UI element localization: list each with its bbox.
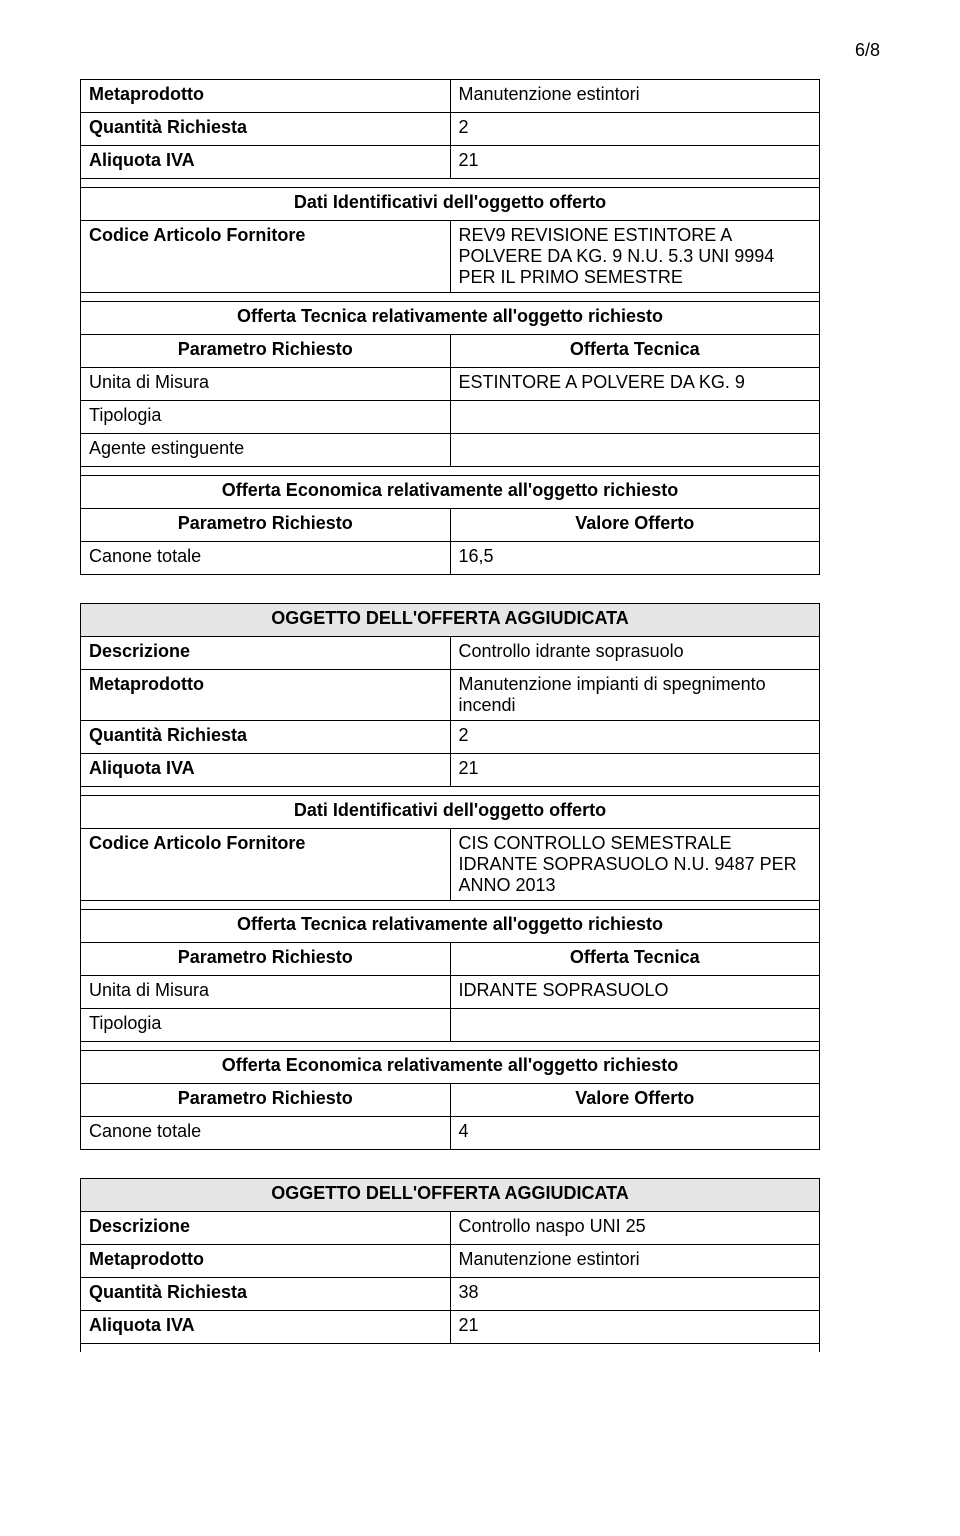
table-row: Tipologia <box>81 401 820 434</box>
divider-row <box>81 179 820 188</box>
table-row: Metaprodotto Manutenzione impianti di sp… <box>81 670 820 721</box>
cell-iva-value: 21 <box>450 754 820 787</box>
table-row: Offerta Tecnica relativamente all'oggett… <box>81 910 820 943</box>
cell-meta-value: Manutenzione estintori <box>450 1245 820 1278</box>
cell-param2-label: Parametro Richiesto <box>81 509 451 542</box>
divider-row <box>81 1042 820 1051</box>
cell-param-label: Parametro Richiesto <box>81 943 451 976</box>
cell-meta-label: Metaprodotto <box>81 670 451 721</box>
cell-unita-value: ESTINTORE A POLVERE DA KG. 9 <box>450 368 820 401</box>
table-row: Canone totale 16,5 <box>81 542 820 575</box>
table-row: Aliquota IVA 21 <box>81 754 820 787</box>
cell-canone-label: Canone totale <box>81 542 451 575</box>
cell-agente-label: Agente estinguente <box>81 434 451 467</box>
page-number: 6/8 <box>80 40 880 61</box>
divider-row <box>81 467 820 476</box>
cell-canone-value: 4 <box>450 1117 820 1150</box>
table-row: Metaprodotto Manutenzione estintori <box>81 80 820 113</box>
cell-codice-value: REV9 REVISIONE ESTINTORE A POLVERE DA KG… <box>450 221 820 293</box>
table-row: Parametro Richiesto Valore Offerto <box>81 1084 820 1117</box>
cell-tipologia-label: Tipologia <box>81 401 451 434</box>
table-row: Offerta Economica relativamente all'ogge… <box>81 476 820 509</box>
cell-metaprodotto-label: Metaprodotto <box>81 80 451 113</box>
offerta-econ-header: Offerta Economica relativamente all'ogge… <box>81 476 820 509</box>
cell-offerta-tecnica-label: Offerta Tecnica <box>450 335 820 368</box>
dati-ident-header: Dati Identificativi dell'oggetto offerto <box>81 796 820 829</box>
cell-desc-label: Descrizione <box>81 1212 451 1245</box>
cell-valore-label: Valore Offerto <box>450 1084 820 1117</box>
table-row: Tipologia <box>81 1009 820 1042</box>
cell-codice-label: Codice Articolo Fornitore <box>81 221 451 293</box>
table-row: Descrizione Controllo idrante soprasuolo <box>81 637 820 670</box>
table-row: Canone totale 4 <box>81 1117 820 1150</box>
cell-tipologia-label: Tipologia <box>81 1009 451 1042</box>
divider-row <box>81 901 820 910</box>
divider-row <box>81 1344 820 1353</box>
table-row: OGGETTO DELL'OFFERTA AGGIUDICATA <box>81 604 820 637</box>
divider-row <box>81 787 820 796</box>
table-row: Dati Identificativi dell'oggetto offerto <box>81 188 820 221</box>
table-1: Metaprodotto Manutenzione estintori Quan… <box>80 79 820 575</box>
cell-iva-label: Aliquota IVA <box>81 146 451 179</box>
table-2: OGGETTO DELL'OFFERTA AGGIUDICATA Descriz… <box>80 603 820 1150</box>
cell-desc-value: Controllo idrante soprasuolo <box>450 637 820 670</box>
cell-param2-label: Parametro Richiesto <box>81 1084 451 1117</box>
table-row: Offerta Tecnica relativamente all'oggett… <box>81 302 820 335</box>
table-row: Dati Identificativi dell'oggetto offerto <box>81 796 820 829</box>
table-row: Parametro Richiesto Offerta Tecnica <box>81 335 820 368</box>
divider-row <box>81 293 820 302</box>
table-row: Quantità Richiesta 2 <box>81 113 820 146</box>
cell-codice-value: CIS CONTROLLO SEMESTRALE IDRANTE SOPRASU… <box>450 829 820 901</box>
cell-tipologia-value <box>450 401 820 434</box>
table-row: Parametro Richiesto Valore Offerto <box>81 509 820 542</box>
cell-qty-value: 2 <box>450 113 820 146</box>
cell-qty-label: Quantità Richiesta <box>81 721 451 754</box>
cell-tipologia-value <box>450 1009 820 1042</box>
oggetto-header: OGGETTO DELL'OFFERTA AGGIUDICATA <box>81 1179 820 1212</box>
cell-canone-value: 16,5 <box>450 542 820 575</box>
offerta-tecnica-header: Offerta Tecnica relativamente all'oggett… <box>81 302 820 335</box>
cell-iva-value: 21 <box>450 1311 820 1344</box>
cell-iva-label: Aliquota IVA <box>81 754 451 787</box>
cell-meta-label: Metaprodotto <box>81 1245 451 1278</box>
cell-valore-label: Valore Offerto <box>450 509 820 542</box>
cell-param-label: Parametro Richiesto <box>81 335 451 368</box>
cell-qty-value: 38 <box>450 1278 820 1311</box>
table-row: Unita di Misura ESTINTORE A POLVERE DA K… <box>81 368 820 401</box>
cell-qty-label: Quantità Richiesta <box>81 113 451 146</box>
dati-ident-header: Dati Identificativi dell'oggetto offerto <box>81 188 820 221</box>
offerta-tecnica-header: Offerta Tecnica relativamente all'oggett… <box>81 910 820 943</box>
table-row: Quantità Richiesta 2 <box>81 721 820 754</box>
table-row: Agente estinguente <box>81 434 820 467</box>
cell-unita-value: IDRANTE SOPRASUOLO <box>450 976 820 1009</box>
cell-metaprodotto-value: Manutenzione estintori <box>450 80 820 113</box>
table-row: Unita di Misura IDRANTE SOPRASUOLO <box>81 976 820 1009</box>
cell-iva-label: Aliquota IVA <box>81 1311 451 1344</box>
table-row: Descrizione Controllo naspo UNI 25 <box>81 1212 820 1245</box>
cell-offerta-tecnica-label: Offerta Tecnica <box>450 943 820 976</box>
cell-desc-label: Descrizione <box>81 637 451 670</box>
cell-codice-label: Codice Articolo Fornitore <box>81 829 451 901</box>
table-row: Metaprodotto Manutenzione estintori <box>81 1245 820 1278</box>
cell-qty-label: Quantità Richiesta <box>81 1278 451 1311</box>
cell-meta-value: Manutenzione impianti di spegnimento inc… <box>450 670 820 721</box>
cell-desc-value: Controllo naspo UNI 25 <box>450 1212 820 1245</box>
table-row: OGGETTO DELL'OFFERTA AGGIUDICATA <box>81 1179 820 1212</box>
table-row: Aliquota IVA 21 <box>81 146 820 179</box>
table-row: Parametro Richiesto Offerta Tecnica <box>81 943 820 976</box>
table-row: Codice Articolo Fornitore REV9 REVISIONE… <box>81 221 820 293</box>
cell-qty-value: 2 <box>450 721 820 754</box>
table-row: Offerta Economica relativamente all'ogge… <box>81 1051 820 1084</box>
table-row: Quantità Richiesta 38 <box>81 1278 820 1311</box>
table-row: Aliquota IVA 21 <box>81 1311 820 1344</box>
table-row: Codice Articolo Fornitore CIS CONTROLLO … <box>81 829 820 901</box>
cell-unita-label: Unita di Misura <box>81 976 451 1009</box>
table-3: OGGETTO DELL'OFFERTA AGGIUDICATA Descriz… <box>80 1178 820 1352</box>
oggetto-header: OGGETTO DELL'OFFERTA AGGIUDICATA <box>81 604 820 637</box>
cell-canone-label: Canone totale <box>81 1117 451 1150</box>
cell-unita-label: Unita di Misura <box>81 368 451 401</box>
cell-iva-value: 21 <box>450 146 820 179</box>
cell-agente-value <box>450 434 820 467</box>
offerta-econ-header: Offerta Economica relativamente all'ogge… <box>81 1051 820 1084</box>
